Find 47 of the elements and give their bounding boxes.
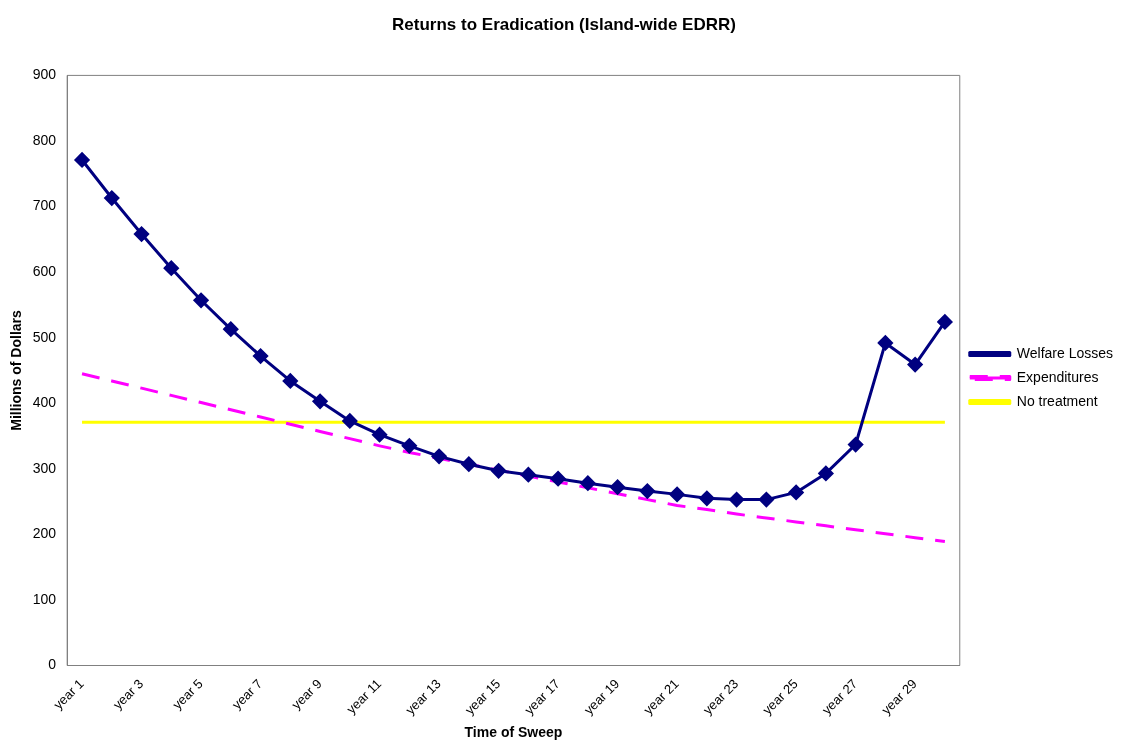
point [907, 357, 923, 373]
point [550, 471, 566, 487]
y-tick-label: 500 [32, 328, 57, 345]
point [282, 373, 298, 389]
point [758, 492, 774, 508]
point [372, 427, 388, 443]
point [877, 335, 893, 351]
point [580, 475, 596, 491]
point [937, 314, 953, 330]
y-tick-label: 400 [32, 394, 57, 411]
y-tick-label: 100 [32, 590, 57, 607]
y-tick-label: 900 [32, 66, 57, 83]
y-tick-label: 0 [48, 656, 57, 673]
point [729, 492, 745, 508]
point [312, 393, 328, 409]
legend-label: Expenditures [1016, 368, 1099, 385]
y-tick-label: 600 [32, 262, 57, 279]
point [788, 484, 804, 500]
point [193, 292, 209, 308]
point [223, 321, 239, 337]
point [163, 260, 179, 276]
y-tick-label: 200 [32, 525, 57, 542]
legend-label: Welfare Losses [1016, 344, 1113, 361]
point [401, 438, 417, 454]
point [253, 348, 269, 364]
point [461, 456, 477, 472]
point [431, 448, 447, 464]
y-tick-label: 300 [32, 459, 57, 476]
point [520, 467, 536, 483]
point [610, 479, 626, 495]
legend-label: No treatment [1016, 392, 1098, 409]
x-axis-title: Time of Sweep [464, 724, 563, 741]
point [74, 152, 90, 168]
point [491, 463, 507, 479]
point [342, 413, 358, 429]
line-series [80, 372, 947, 544]
point [699, 490, 715, 506]
chart-title: Returns to Eradication (Island-wide EDRR) [392, 14, 736, 34]
point [134, 226, 150, 242]
y-tick-label: 700 [32, 197, 57, 214]
point [639, 483, 655, 499]
y-tick-label: 800 [32, 131, 57, 148]
point [104, 190, 120, 206]
point [848, 437, 864, 453]
y-axis-title: Millions of Dollars [8, 309, 25, 431]
point [669, 486, 685, 502]
point [818, 465, 834, 481]
